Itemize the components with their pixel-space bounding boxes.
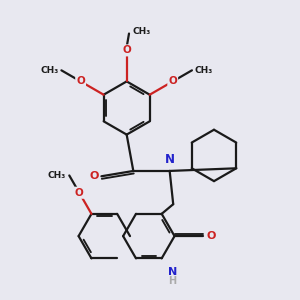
Text: O: O: [89, 171, 99, 181]
Text: O: O: [75, 188, 84, 198]
Text: H: H: [168, 276, 176, 286]
Text: CH₃: CH₃: [47, 171, 66, 180]
Text: CH₃: CH₃: [41, 66, 59, 75]
Text: N: N: [168, 267, 178, 277]
Text: CH₃: CH₃: [194, 66, 212, 75]
Text: O: O: [76, 76, 85, 86]
Text: CH₃: CH₃: [132, 27, 151, 36]
Text: O: O: [122, 45, 131, 56]
Text: O: O: [168, 76, 177, 86]
Text: O: O: [206, 231, 215, 241]
Text: N: N: [165, 153, 175, 166]
